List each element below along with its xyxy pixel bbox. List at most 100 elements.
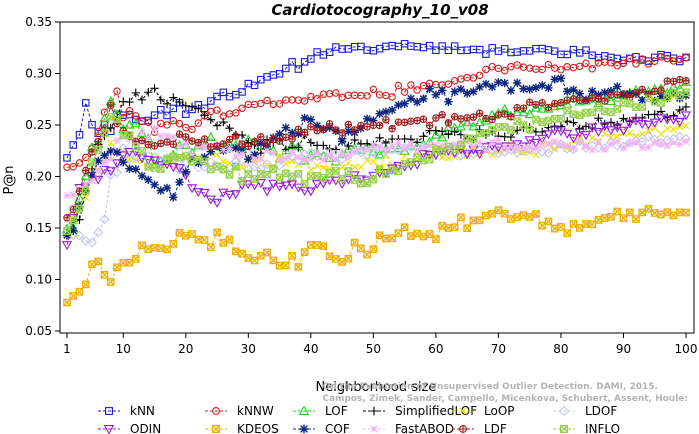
data-point-ldf xyxy=(195,139,202,146)
data-point-ldf xyxy=(313,127,321,134)
data-point-odin xyxy=(261,187,273,197)
data-point-lof xyxy=(124,119,135,129)
data-point-fastabod xyxy=(663,142,671,150)
data-point-cof xyxy=(588,86,597,96)
data-point-odin xyxy=(618,126,629,136)
data-point-simplifiedlof xyxy=(187,102,197,111)
data-point-cof xyxy=(256,139,266,148)
data-point-loop xyxy=(107,139,115,147)
data-point-ldf xyxy=(576,97,583,104)
legend-marker-odin xyxy=(103,425,115,434)
data-point-lof xyxy=(343,143,354,153)
data-point-ldf xyxy=(226,136,233,143)
data-point-ldf xyxy=(639,86,646,93)
data-point-ldf xyxy=(213,142,221,150)
data-point-kdeos xyxy=(600,214,609,222)
data-point-fastabod xyxy=(651,139,659,147)
data-point-inflo xyxy=(557,114,565,123)
data-point-ldf xyxy=(357,122,365,129)
data-point-odin xyxy=(543,130,554,140)
data-point-fastabod xyxy=(669,139,678,147)
data-point-kdeos xyxy=(650,209,659,217)
data-point-knnw xyxy=(307,92,315,101)
data-point-fastabod xyxy=(175,143,184,151)
data-point-knnw xyxy=(475,71,484,80)
data-point-fastabod xyxy=(94,167,102,175)
y-axis-label: P@n xyxy=(2,165,17,194)
data-point-inflo xyxy=(507,126,515,134)
data-point-loop xyxy=(313,162,321,170)
data-point-ldf xyxy=(420,116,427,123)
x-tick-label: 60 xyxy=(428,342,443,356)
data-point-knnw xyxy=(644,60,653,68)
data-point-ldof xyxy=(455,150,466,161)
data-point-ldf xyxy=(107,101,115,110)
data-point-ldf xyxy=(213,142,221,150)
data-point-odin xyxy=(574,128,585,138)
data-point-kdeos xyxy=(250,256,259,265)
data-point-kdeos xyxy=(394,229,403,237)
data-point-ldof xyxy=(593,142,604,153)
data-point-cof xyxy=(306,115,316,124)
data-point-kdeos xyxy=(119,258,128,267)
data-point-ldf xyxy=(307,123,315,131)
data-point-odin xyxy=(530,138,542,148)
data-point-inflo xyxy=(594,103,603,112)
data-point-cof xyxy=(175,177,184,187)
data-point-kdeos xyxy=(213,228,221,237)
data-point-inflo xyxy=(638,103,647,111)
data-point-ldf xyxy=(470,113,477,121)
data-point-loop xyxy=(488,151,496,159)
data-point-ldf xyxy=(376,122,383,129)
data-point-cof xyxy=(362,114,372,124)
data-point-odin xyxy=(193,188,204,198)
data-point-ldf xyxy=(507,113,515,120)
data-point-odin xyxy=(61,241,73,251)
data-point-fastabod xyxy=(107,155,115,163)
data-point-fastabod xyxy=(419,143,427,151)
data-point-knnw xyxy=(232,109,240,117)
data-point-ldof xyxy=(255,163,266,174)
data-point-kdeos xyxy=(163,245,171,254)
data-point-cof xyxy=(487,82,497,92)
data-point-ldf xyxy=(620,90,627,98)
data-point-cof xyxy=(450,87,459,96)
data-point-inflo xyxy=(550,114,559,123)
data-point-knnw xyxy=(100,108,109,116)
data-point-fastabod xyxy=(476,138,484,146)
data-point-inflo xyxy=(94,146,103,154)
data-point-loop xyxy=(351,163,359,171)
data-point-knn xyxy=(475,45,484,54)
legend: kNN kNNW LOF SimplifiedLOF LoOP LDOF ODIN KDEOS… xyxy=(98,404,620,434)
data-point-fastabod xyxy=(557,140,565,148)
data-point-inflo xyxy=(63,227,71,235)
data-point-kdeos xyxy=(100,271,109,279)
data-point-ldof xyxy=(249,161,260,172)
data-point-knnw xyxy=(82,153,90,162)
data-point-kdeos xyxy=(144,245,153,253)
x-tick-label: 30 xyxy=(241,342,256,356)
data-point-inflo xyxy=(525,125,534,134)
data-point-kdeos xyxy=(294,263,303,271)
x-tick-label: 1 xyxy=(63,342,71,356)
data-point-simplifiedlof xyxy=(200,111,209,120)
data-point-kdeos xyxy=(500,209,509,218)
y-tick-label: 0.25 xyxy=(25,118,52,132)
data-point-ldf xyxy=(351,126,358,134)
data-point-inflo xyxy=(369,175,378,184)
data-point-cof xyxy=(87,171,97,180)
data-point-odin xyxy=(343,175,354,185)
data-point-cof xyxy=(544,83,553,93)
data-point-fastabod xyxy=(594,138,603,146)
data-point-inflo xyxy=(450,145,459,153)
data-point-cof xyxy=(638,95,647,105)
data-point-ldf xyxy=(275,137,284,145)
data-point-lof xyxy=(480,115,492,125)
data-point-knnw xyxy=(257,99,265,108)
data-point-fastabod xyxy=(332,156,340,164)
data-point-fastabod xyxy=(63,192,71,200)
data-point-knn xyxy=(88,120,96,129)
data-point-loop xyxy=(401,152,409,160)
data-point-ldf xyxy=(426,122,433,129)
data-point-fastabod xyxy=(576,138,584,146)
